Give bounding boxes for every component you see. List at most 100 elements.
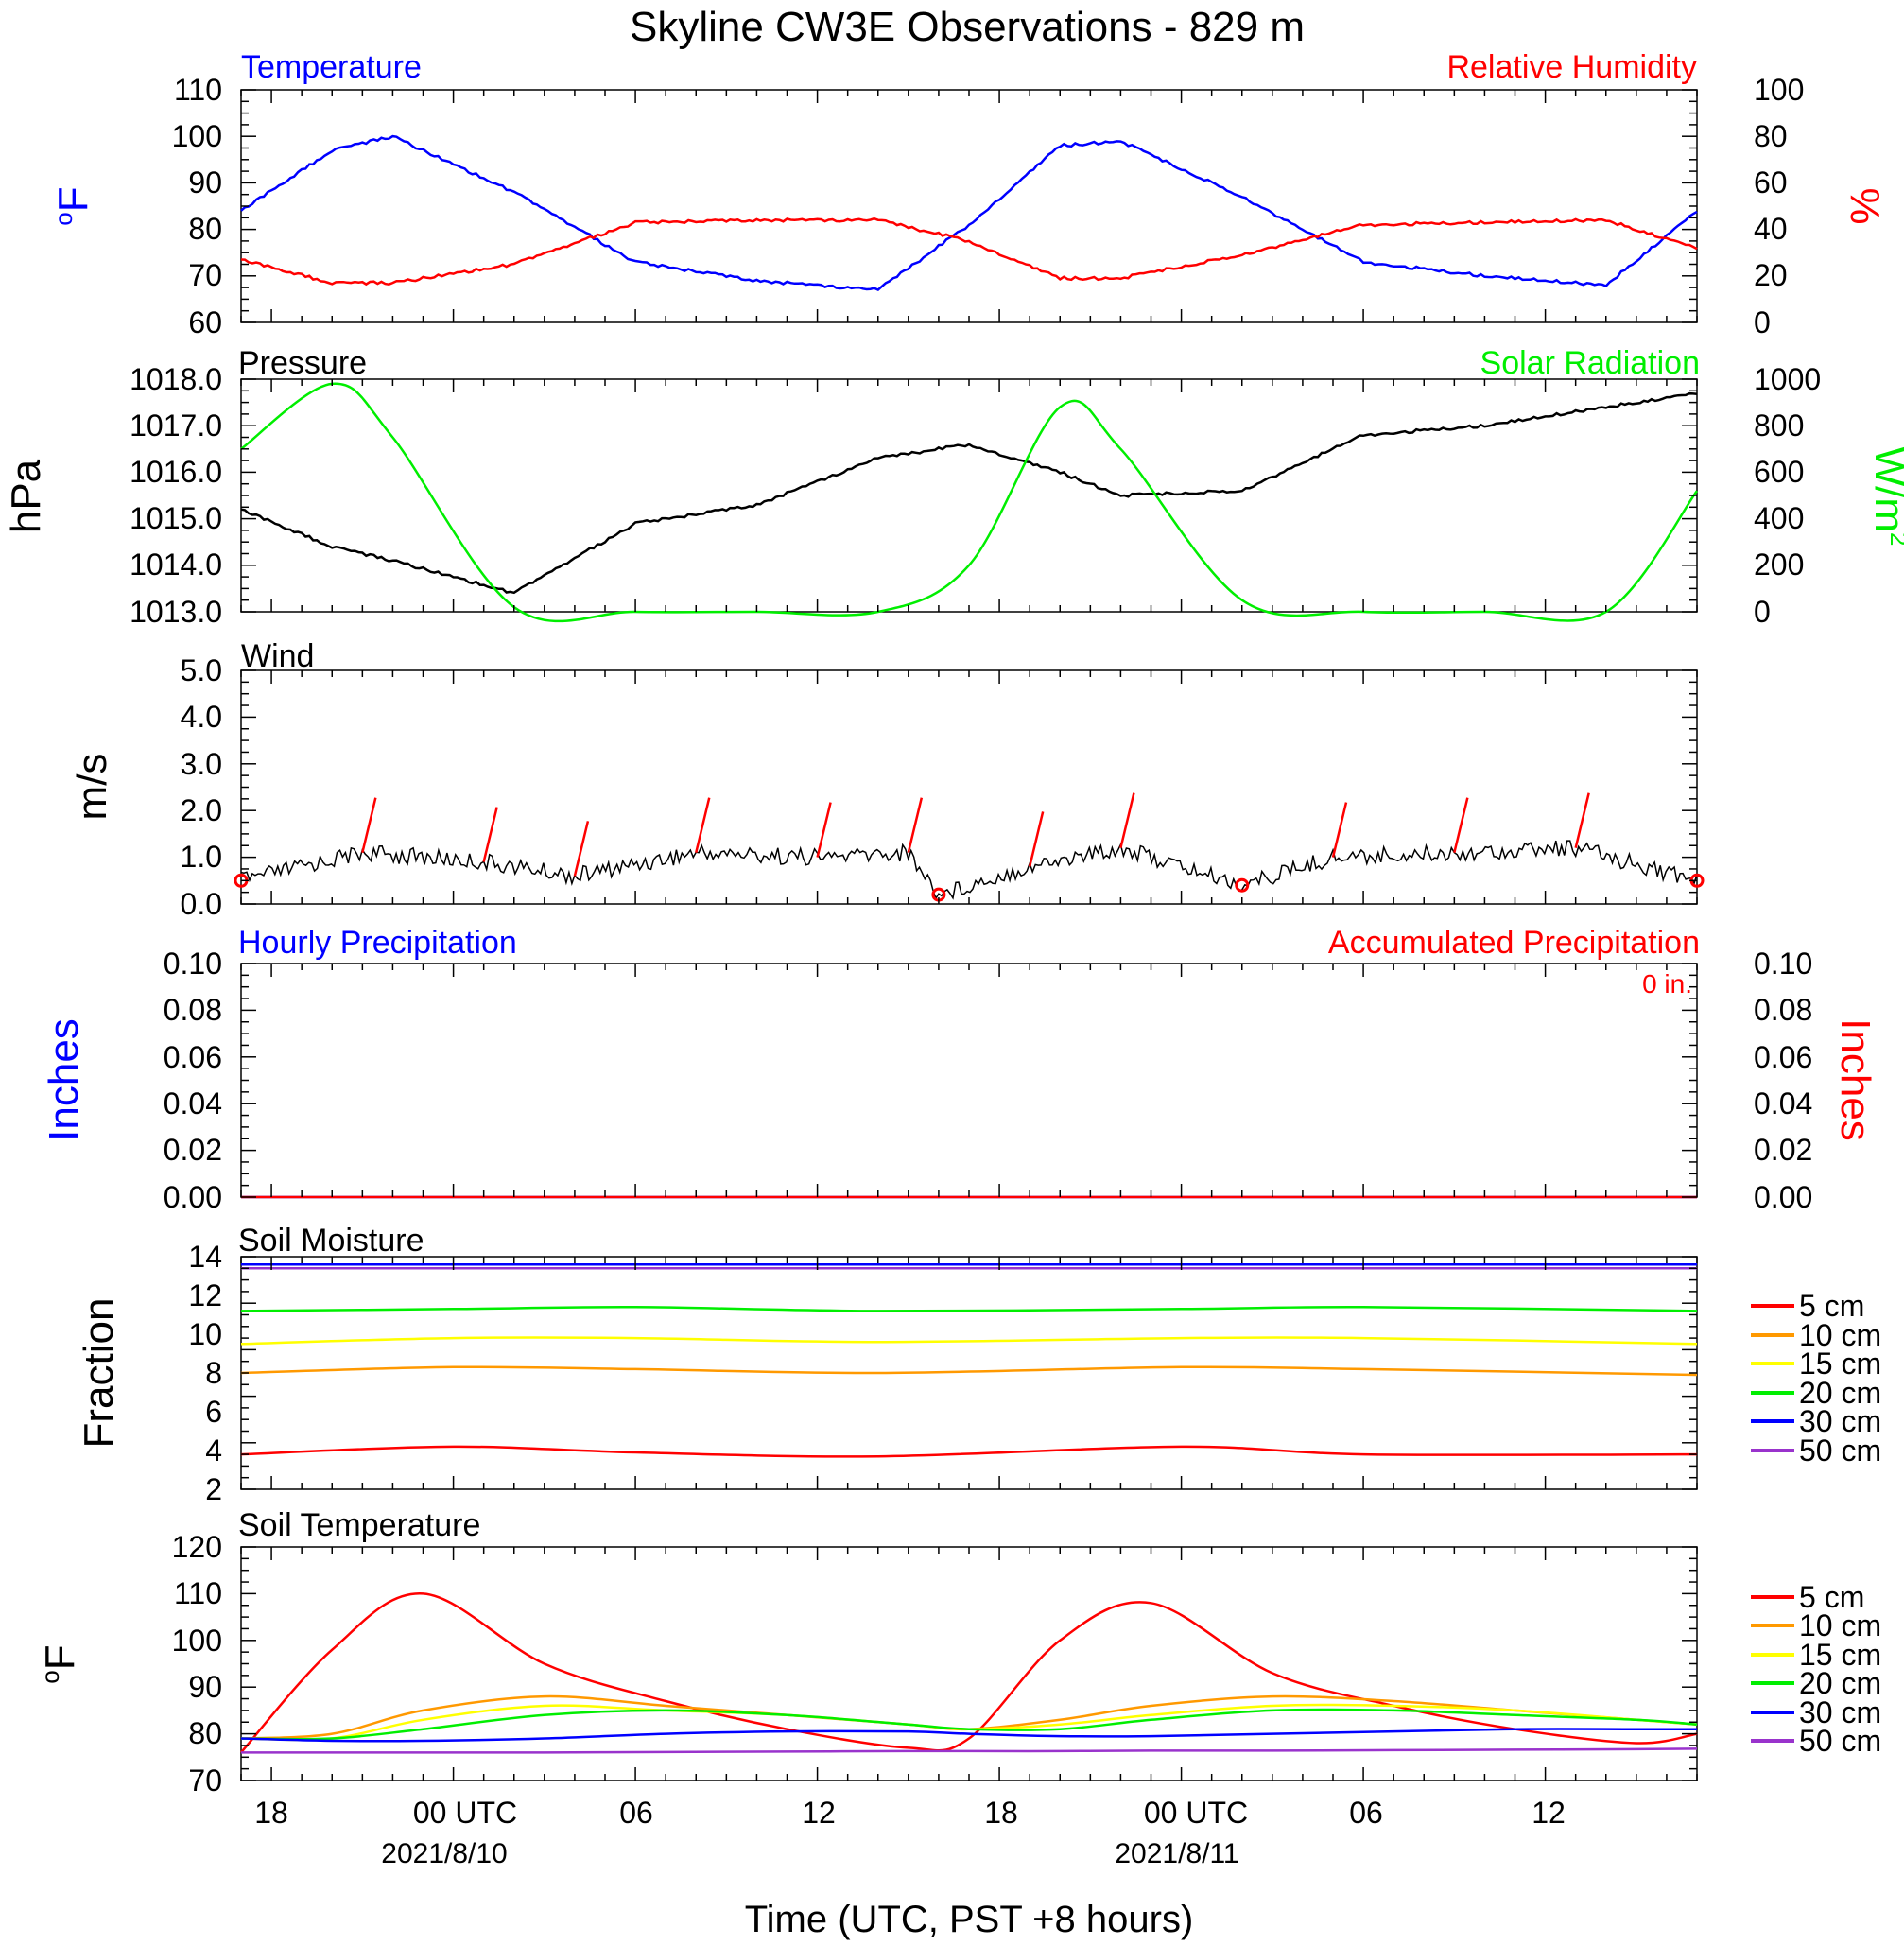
precipitation-panel: Hourly Precipitation Accumulated Precipi… [41, 925, 1878, 1214]
soil-moisture-title: Soil Moisture [238, 1223, 424, 1259]
y-tick-label: 100 [172, 1624, 222, 1658]
soil-temperature-legend: 5 cm 10 cm 15 cm 20 cm 30 cm 50 cm [1751, 1580, 1881, 1758]
y-tick-label: 90 [188, 1670, 222, 1704]
wind-calm-marker [1235, 877, 1250, 893]
legend-label: 30 cm [1799, 1404, 1881, 1438]
temperature-left-ticks: 110 100 90 80 70 60 [172, 73, 222, 339]
y2-tick-label: 0 [1754, 305, 1771, 339]
y-tick-label: 1015.0 [130, 501, 222, 535]
legend-label: 5 cm [1799, 1580, 1864, 1614]
y-tick-label: 0.0 [181, 887, 222, 921]
humidity-right-ticks: 100 80 60 40 20 0 [1754, 73, 1804, 339]
wind-barb [1453, 797, 1469, 853]
x-tick-label: 18 [984, 1796, 1018, 1830]
wind-barb [816, 802, 832, 858]
solar-unit-label: W/m2 [1866, 447, 1904, 547]
y2-tick-label: 800 [1754, 408, 1804, 443]
y2-tick-label: 100 [1754, 73, 1804, 107]
wind-barb [907, 797, 924, 853]
unit-main: F [37, 1644, 83, 1670]
y-tick-label: 0.00 [164, 1180, 222, 1214]
soil-temperature-series-line [240, 1728, 1697, 1743]
wind-barb [1119, 792, 1135, 849]
y2-tick-label: 0.04 [1754, 1086, 1812, 1121]
legend-label: 30 cm [1799, 1695, 1881, 1729]
x-tick-label: 12 [1532, 1796, 1566, 1830]
unit-main: W/m [1866, 447, 1904, 532]
wind-barb [1331, 802, 1348, 858]
soil-moisture-left-ticks: 14 12 10 8 6 4 2 [188, 1240, 222, 1506]
wind-barb [482, 807, 498, 862]
legend-label: 10 cm [1799, 1608, 1881, 1642]
pressure-unit-label: hPa [3, 459, 49, 533]
x-tick-label: 06 [619, 1796, 653, 1830]
y-tick-label: 10 [188, 1317, 222, 1351]
y2-tick-label: 20 [1754, 258, 1788, 292]
chart-title: Skyline CW3E Observations - 829 m [630, 4, 1305, 50]
y2-tick-label: 60 [1754, 165, 1788, 200]
y-tick-label: 0.02 [164, 1133, 222, 1167]
y2-tick-label: 0.02 [1754, 1133, 1812, 1167]
wind-speed-series-line [240, 840, 1698, 900]
y2-tick-label: 200 [1754, 547, 1804, 582]
pressure-series-line [240, 391, 1698, 595]
y-tick-label: 90 [188, 165, 222, 200]
y2-tick-label: 40 [1754, 212, 1788, 246]
y-tick-label: 0.08 [164, 993, 222, 1027]
legend-label: 15 cm [1799, 1638, 1881, 1672]
legend-label: 5 cm [1799, 1289, 1864, 1323]
solar-radiation-title: Solar Radiation [1480, 345, 1700, 381]
y-tick-label: 0.06 [164, 1040, 222, 1074]
y-tick-label: 0.04 [164, 1086, 222, 1121]
accumulated-precip-value: 0 in. [1642, 969, 1692, 999]
soil-temperature-series-line [240, 1592, 1698, 1754]
hourly-precip-title: Hourly Precipitation [238, 925, 517, 961]
precip-right-unit-label: Inches [1832, 1018, 1878, 1141]
y-tick-label: 80 [188, 212, 222, 246]
pressure-title: Pressure [238, 345, 367, 381]
temperature-unit-label: oF [49, 186, 96, 225]
wind-barb [695, 797, 711, 853]
legend-label: 15 cm [1799, 1347, 1881, 1381]
y-tick-label: 2 [205, 1472, 222, 1506]
y-tick-label: 1.0 [181, 840, 222, 874]
relative-humidity-title: Relative Humidity [1446, 49, 1697, 85]
y-tick-label: 4.0 [181, 700, 222, 734]
x-tick-label: 12 [802, 1796, 836, 1830]
date-label: 2021/8/10 [381, 1838, 507, 1869]
soil-moisture-series-line [240, 1445, 1698, 1458]
y-tick-label: 110 [174, 1576, 222, 1610]
y-tick-label: 14 [188, 1240, 222, 1274]
y-tick-label: 1013.0 [130, 595, 222, 629]
y-tick-label: 70 [188, 1764, 222, 1798]
y-tick-label: 1017.0 [130, 408, 222, 443]
soil-temperature-series-line [240, 1708, 1698, 1741]
y-tick-label: 1014.0 [130, 547, 222, 582]
y2-tick-label: 400 [1754, 501, 1804, 535]
humidity-unit-label: % [1842, 187, 1888, 224]
temperature-title: Temperature [241, 49, 422, 85]
precip-right-ticks: 0.10 0.08 0.06 0.04 0.02 0.00 [1754, 947, 1812, 1214]
y-tick-label: 12 [188, 1278, 222, 1312]
soil-moisture-series-line [240, 1306, 1698, 1312]
soil-moisture-series-line [240, 1336, 1698, 1346]
y-tick-label: 120 [172, 1530, 222, 1564]
plot-layer [234, 89, 1705, 1781]
unit-main: F [50, 186, 96, 212]
wind-unit-label: m/s [69, 754, 115, 821]
x-axis-title: Time (UTC, PST +8 hours) [745, 1899, 1194, 1940]
wind-title: Wind [241, 638, 314, 674]
x-tick-label: 06 [1349, 1796, 1383, 1830]
y-tick-label: 0.10 [164, 947, 222, 981]
y-tick-label: 80 [188, 1716, 222, 1750]
wind-barb [1574, 792, 1590, 849]
y-tick-label: 4 [205, 1433, 222, 1468]
wind-barb [1028, 811, 1045, 867]
y2-tick-label: 0.08 [1754, 993, 1812, 1027]
y-tick-label: 5.0 [181, 653, 222, 687]
unit-superscript: 2 [1885, 532, 1904, 546]
soil-temperature-series-line [241, 1747, 1698, 1754]
y-tick-label: 70 [188, 258, 222, 292]
